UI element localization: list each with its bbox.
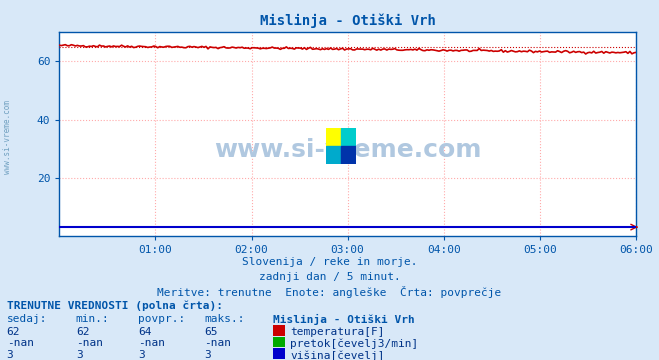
Title: Mislinja - Otiški Vrh: Mislinja - Otiški Vrh — [260, 14, 436, 28]
Text: 3: 3 — [7, 350, 13, 360]
Text: www.si-vreme.com: www.si-vreme.com — [214, 138, 481, 162]
Bar — [326, 128, 341, 146]
Text: -nan: -nan — [76, 338, 103, 348]
Text: 62: 62 — [76, 327, 89, 337]
Text: -nan: -nan — [138, 338, 165, 348]
Text: 3: 3 — [138, 350, 145, 360]
Text: pretok[čevelj3/min]: pretok[čevelj3/min] — [290, 338, 418, 349]
Text: -nan: -nan — [7, 338, 34, 348]
Text: Mislinja - Otiški Vrh: Mislinja - Otiški Vrh — [273, 314, 415, 325]
Text: 64: 64 — [138, 327, 152, 337]
Text: -nan: -nan — [204, 338, 231, 348]
Text: 3: 3 — [76, 350, 82, 360]
Bar — [341, 128, 356, 146]
Bar — [326, 146, 341, 164]
Text: www.si-vreme.com: www.si-vreme.com — [3, 100, 13, 174]
Text: Meritve: trenutne  Enote: angleške  Črta: povprečje: Meritve: trenutne Enote: angleške Črta: … — [158, 286, 501, 298]
Text: povpr.:: povpr.: — [138, 314, 186, 324]
Text: višina[čevelj]: višina[čevelj] — [290, 350, 384, 360]
Bar — [341, 146, 356, 164]
Text: min.:: min.: — [76, 314, 109, 324]
Text: 3: 3 — [204, 350, 211, 360]
Text: sedaj:: sedaj: — [7, 314, 47, 324]
Text: zadnji dan / 5 minut.: zadnji dan / 5 minut. — [258, 272, 401, 282]
Text: TRENUTNE VREDNOSTI (polna črta):: TRENUTNE VREDNOSTI (polna črta): — [7, 301, 223, 311]
Text: 65: 65 — [204, 327, 217, 337]
Text: maks.:: maks.: — [204, 314, 244, 324]
Text: 62: 62 — [7, 327, 20, 337]
Text: temperatura[F]: temperatura[F] — [290, 327, 384, 337]
Text: Slovenija / reke in morje.: Slovenija / reke in morje. — [242, 257, 417, 267]
